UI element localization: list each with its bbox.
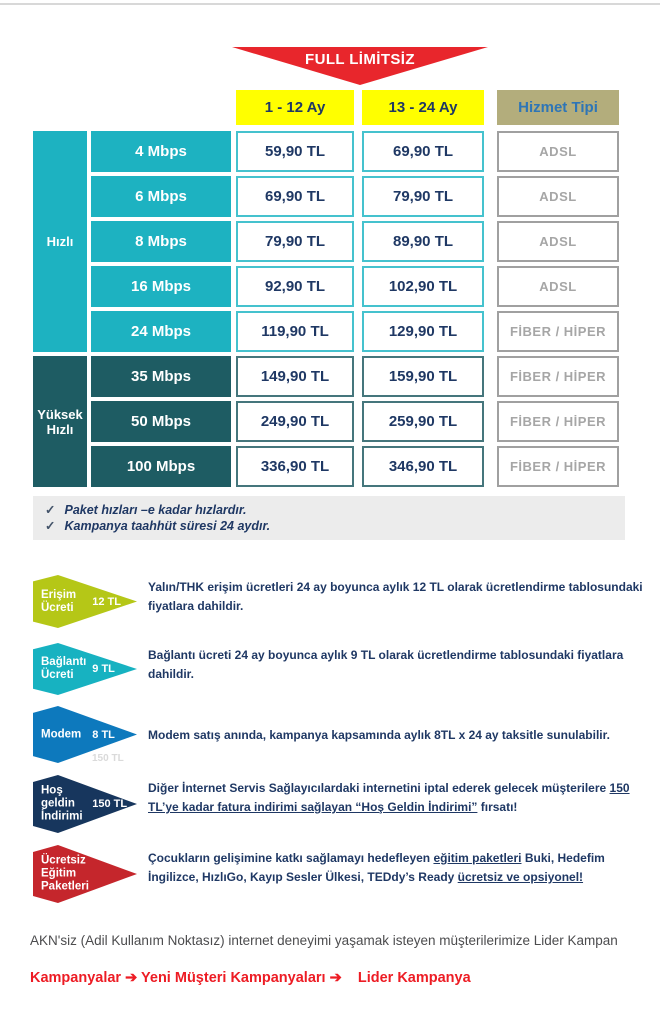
desc-text: Buki, Hedefim İngilizce, HızlıGo, Kayıp … [148,851,605,884]
price-13-24-cell: 69,90 TL [362,131,484,172]
fee-label: Ücretsiz Eğitim Paketleri [41,854,89,893]
table-row: 24 Mbps 119,90 TL 129,90 TL FİBER / HİPE… [0,311,660,352]
top-divider [0,3,660,5]
price-13-24-cell: 102,90 TL [362,266,484,307]
footnote: ✓ Paket hızları –e kadar hızlardır. [45,502,625,518]
fee-amount: 150 TL [92,798,128,810]
fee-pennant-hos-geldin-indirimi: Hoş geldin İndirimi 150 TL [33,775,137,833]
check-icon: ✓ [45,503,56,517]
footnote-text: Paket hızları –e kadar hızlardır. [64,503,247,517]
desc-underlined-text: eğitim paketleri [433,851,522,865]
fee-label: Erişim Ücreti [41,588,77,614]
fee-label: Bağlantı Ücreti [41,656,87,681]
price-13-24-cell: 79,90 TL [362,176,484,217]
price-1-12-cell: 249,90 TL [236,401,354,442]
price-1-12-cell: 149,90 TL [236,356,354,397]
desc-underlined-text: ücretsiz ve opsiyonel! [457,870,584,884]
check-icon: ✓ [45,519,56,533]
banner-title: FULL LİMİTSİZ [305,51,415,68]
footnote: ✓ Kampanya taahhüt süresi 24 aydır. [45,518,625,534]
price-13-24-cell: 346,90 TL [362,446,484,487]
footnote-text: Kampanya taahhüt süresi 24 aydır. [64,519,271,533]
service-type-cell: ADSL [497,176,619,217]
fee-pennant-baglanti-ucreti: Bağlantı Ücreti 9 TL [33,643,137,695]
footnotes-strip: ✓ Paket hızları –e kadar hızlardır. ✓ Kamp… [33,496,625,540]
price-13-24-cell: 259,90 TL [362,401,484,442]
fee-label: Hoş geldin İndirimi [41,784,83,823]
desc-text: Çocukların gelişimine katkı sağlamayı he… [148,851,434,865]
speed-cell: 35 Mbps [91,356,231,397]
full-limitsiz-banner: FULL LİMİTSİZ [232,47,488,85]
speed-cell: 4 Mbps [91,131,231,172]
fee-description: Modem satış anında, kampanya kapsamında … [148,728,610,742]
price-1-12-cell: 92,90 TL [236,266,354,307]
fee-amount: 9 TL [92,663,115,675]
fee-description: Yalın/THK erişim ücretleri 24 ay boyunca… [148,580,643,613]
price-1-12-cell: 59,90 TL [236,131,354,172]
price-1-12-cell: 69,90 TL [236,176,354,217]
fee-label: Modem [41,728,82,740]
table-row: 100 Mbps 336,90 TL 346,90 TL FİBER / HİP… [0,446,660,487]
header-1-12-ay: 1 - 12 Ay [236,90,354,125]
service-type-cell: ADSL [497,221,619,262]
service-type-cell: FİBER / HİPER [497,446,619,487]
service-type-cell: FİBER / HİPER [497,311,619,352]
speed-cell: 8 Mbps [91,221,231,262]
price-13-24-cell: 129,90 TL [362,311,484,352]
akn-info-text: AKN'siz (Adil Kullanım Noktasız) interne… [30,933,618,948]
fee-amount: 12 TL [92,595,121,608]
fee-pennant-erisim-ucreti: Erişim Ücreti 12 TL [33,575,137,628]
service-type-cell: FİBER / HİPER [497,356,619,397]
fee-description: Bağlantı ücreti 24 ay boyunca aylık 9 TL… [148,648,624,681]
header-label: Hizmet Tipi [518,99,598,116]
fee-amount: 8 TL [92,728,115,741]
speed-cell: 24 Mbps [91,311,231,352]
campaign-breadcrumb: Kampanyalar ➔ Yeni Müşteri Kampanyaları … [30,970,471,986]
service-type-cell: FİBER / HİPER [497,401,619,442]
service-type-cell: ADSL [497,131,619,172]
ghost-artifact-text: 150 TL [92,753,124,764]
tier-label-hizli: Hızlı [33,131,87,352]
speed-cell: 50 Mbps [91,401,231,442]
fee-pennant-ucretsiz-egitim-paketleri: Ücretsiz Eğitim Paketleri [33,845,137,903]
fee-description: Diğer İnternet Servis Sağlayıcılardaki i… [148,779,653,817]
tier-label-yuksek-hizli: Yüksek Hızlı [33,356,87,487]
speed-cell: 16 Mbps [91,266,231,307]
fee-description: Çocukların gelişimine katkı sağlamayı he… [148,849,653,887]
header-13-24-ay: 13 - 24 Ay [362,90,484,125]
header-label: 1 - 12 Ay [264,99,326,116]
table-row: 8 Mbps 79,90 TL 89,90 TL ADSL [0,221,660,262]
table-row: 4 Mbps 59,90 TL 69,90 TL ADSL [0,131,660,172]
desc-underlined-text: 150 TL’ye kadar fatura indirimi sağlayan… [148,781,630,814]
price-1-12-cell: 336,90 TL [236,446,354,487]
service-type-cell: ADSL [497,266,619,307]
price-1-12-cell: 79,90 TL [236,221,354,262]
table-row: 16 Mbps 92,90 TL 102,90 TL ADSL [0,266,660,307]
price-13-24-cell: 89,90 TL [362,221,484,262]
header-hizmet-tipi: Hizmet Tipi [497,90,619,125]
price-13-24-cell: 159,90 TL [362,356,484,397]
speed-cell: 100 Mbps [91,446,231,487]
table-row: 6 Mbps 69,90 TL 79,90 TL ADSL [0,176,660,217]
table-row: 50 Mbps 249,90 TL 259,90 TL FİBER / HİPE… [0,401,660,442]
desc-text: fırsatı! [477,800,518,814]
desc-text: Diğer İnternet Servis Sağlayıcılardaki i… [148,781,610,795]
header-label: 13 - 24 Ay [388,99,458,116]
price-1-12-cell: 119,90 TL [236,311,354,352]
table-row: 35 Mbps 149,90 TL 159,90 TL FİBER / HİPE… [0,356,660,397]
speed-cell: 6 Mbps [91,176,231,217]
